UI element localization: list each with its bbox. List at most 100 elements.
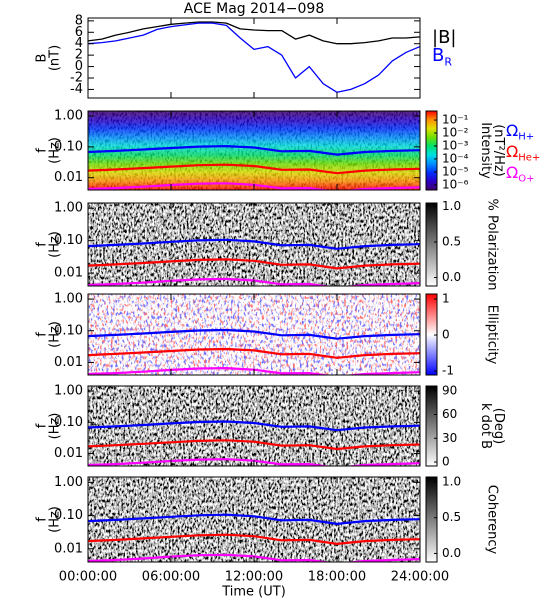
y-tick-label: -4: [70, 82, 83, 97]
series-line: [88, 145, 420, 156]
colorbar: [425, 476, 438, 563]
y-tick-label: -2: [70, 71, 83, 86]
panel: f(Hz) 90 60 30 0 k dot B(Deg) 1.00 0.10 0.01: [35, 383, 507, 468]
colorbar-tick-label: 10⁻⁵: [442, 164, 469, 178]
legend-entry: BR: [432, 45, 452, 68]
y-axis-label: B: [35, 54, 50, 63]
colorbar-tick-label: 1.0: [442, 199, 461, 213]
x-tick-label: 00:00:00: [59, 570, 117, 585]
colorbar-tick-label: 10⁻⁶: [442, 177, 469, 191]
series-line: [88, 238, 420, 250]
series-line: [88, 533, 420, 545]
series-line: [88, 21, 420, 45]
colorbar: [425, 110, 438, 191]
x-tick-label: 24:00:00: [391, 570, 449, 585]
plot-area: [88, 386, 420, 466]
colorbar-tick-label: -1: [442, 364, 454, 378]
y-axis-label: f: [35, 517, 50, 522]
spectrogram: [88, 477, 420, 562]
colorbar-tick-label: 0: [442, 328, 450, 342]
legend-name: Ω: [506, 163, 518, 182]
colorbar-tick-label: 90: [442, 383, 457, 397]
legend-subscript: He+: [518, 153, 540, 164]
panel: f(Hz) 1.0 0.5 0.0 % Polarization 1.00 0.10 0.01: [35, 198, 500, 290]
legend-entry: ΩO+: [506, 163, 534, 185]
colorbar-tick-label: 1: [442, 292, 450, 306]
colorbar-label: (Deg): [491, 408, 506, 444]
colorbar-tick-label: 10⁻³: [442, 138, 469, 152]
colorbar-tick-label: 0: [442, 455, 450, 469]
x-tick-label: 12:00:00: [225, 570, 283, 585]
colorbar: [425, 293, 438, 376]
y-tick-label: 0.10: [54, 415, 83, 430]
colorbar-tick-label: 10⁻¹: [442, 113, 469, 127]
legend-entry: ΩHe+: [506, 142, 540, 164]
y-tick-label: 1.00: [54, 384, 83, 399]
colorbar-label: k dot B: [478, 403, 493, 449]
chart-title: ACE Mag 2014−098: [184, 1, 324, 17]
colorbar-label: % Polarization: [485, 198, 500, 290]
y-tick-label: 0.01: [54, 541, 83, 556]
colorbar-tick-label: 10⁻⁴: [442, 151, 469, 165]
y-axis-label: (Hz): [48, 321, 63, 348]
y-axis-label: f: [35, 423, 50, 428]
colorbar-tick-label: 0.0: [442, 270, 461, 284]
y-tick-label: 8: [75, 13, 83, 28]
y-tick-label: 1.00: [54, 108, 83, 123]
series-line: [88, 347, 420, 359]
colorbar: [425, 202, 438, 287]
legend-subscript: H+: [518, 132, 534, 143]
y-tick-label: 0.01: [54, 446, 83, 461]
series-line: [88, 513, 420, 525]
colorbar-label: Ellipticity: [485, 305, 500, 365]
y-tick-label: 0: [75, 59, 83, 74]
series-line: [88, 163, 420, 175]
y-tick-label: 0.01: [54, 355, 83, 370]
colorbar-tick-label: 0.5: [442, 510, 461, 524]
legend-entry: |B|: [432, 27, 456, 48]
x-tick-label: 06:00:00: [142, 570, 200, 585]
y-axis-label: (Hz): [48, 413, 63, 440]
y-tick-label: 0.10: [54, 323, 83, 338]
plot-area: [88, 21, 420, 93]
y-tick-label: 6: [75, 25, 83, 40]
series-line: [88, 439, 420, 451]
legend-name: Ω: [506, 121, 518, 140]
legend-subscript: O+: [518, 174, 534, 185]
colorbar-tick-label: 30: [442, 431, 457, 445]
series-line: [88, 22, 420, 93]
y-tick-label: 1.00: [54, 201, 83, 216]
colorbar-label: (nT²/Hz): [491, 124, 506, 177]
y-axis-label: f: [35, 148, 50, 153]
colorbar-tick-label: 0.5: [442, 235, 461, 249]
y-tick-label: 4: [75, 36, 83, 51]
colorbar-label: Intensity: [478, 122, 493, 179]
y-axis-label: (Hz): [48, 231, 63, 258]
colorbar: [425, 385, 438, 467]
legend-subscript: R: [444, 55, 452, 68]
y-tick-label: 0.01: [54, 170, 83, 185]
x-tick-label: 18:00:00: [308, 570, 366, 585]
plot-area: [88, 111, 420, 190]
colorbar-tick-label: 10⁻²: [442, 126, 469, 140]
y-axis-label: (Hz): [48, 137, 63, 164]
y-tick-label: 1.00: [54, 292, 83, 307]
series-line: [88, 328, 420, 340]
colorbar-tick-label: 0.0: [442, 546, 461, 560]
legend-name: B: [432, 45, 444, 66]
y-tick-label: 1.00: [54, 475, 83, 490]
y-tick-label: 0.10: [54, 508, 83, 523]
y-tick-label: 0.10: [54, 233, 83, 248]
x-axis-label: Time (UT): [221, 585, 286, 600]
y-axis-label: (nT): [48, 45, 63, 71]
panel: f(Hz) 1 0 -1 Ellipticity 1.00 0.10 0.01: [35, 292, 500, 378]
y-axis-label: f: [35, 332, 50, 337]
panel: f(Hz) 1.0 0.5 0.0 Coherency 1.00 0.10 0.01 00:00…: [35, 475, 500, 600]
series-line: [88, 420, 420, 432]
y-tick-label: 0.10: [54, 139, 83, 154]
colorbar-tick-label: 60: [442, 407, 457, 421]
legend-name: Ω: [506, 142, 518, 161]
y-tick-label: 2: [75, 48, 83, 63]
